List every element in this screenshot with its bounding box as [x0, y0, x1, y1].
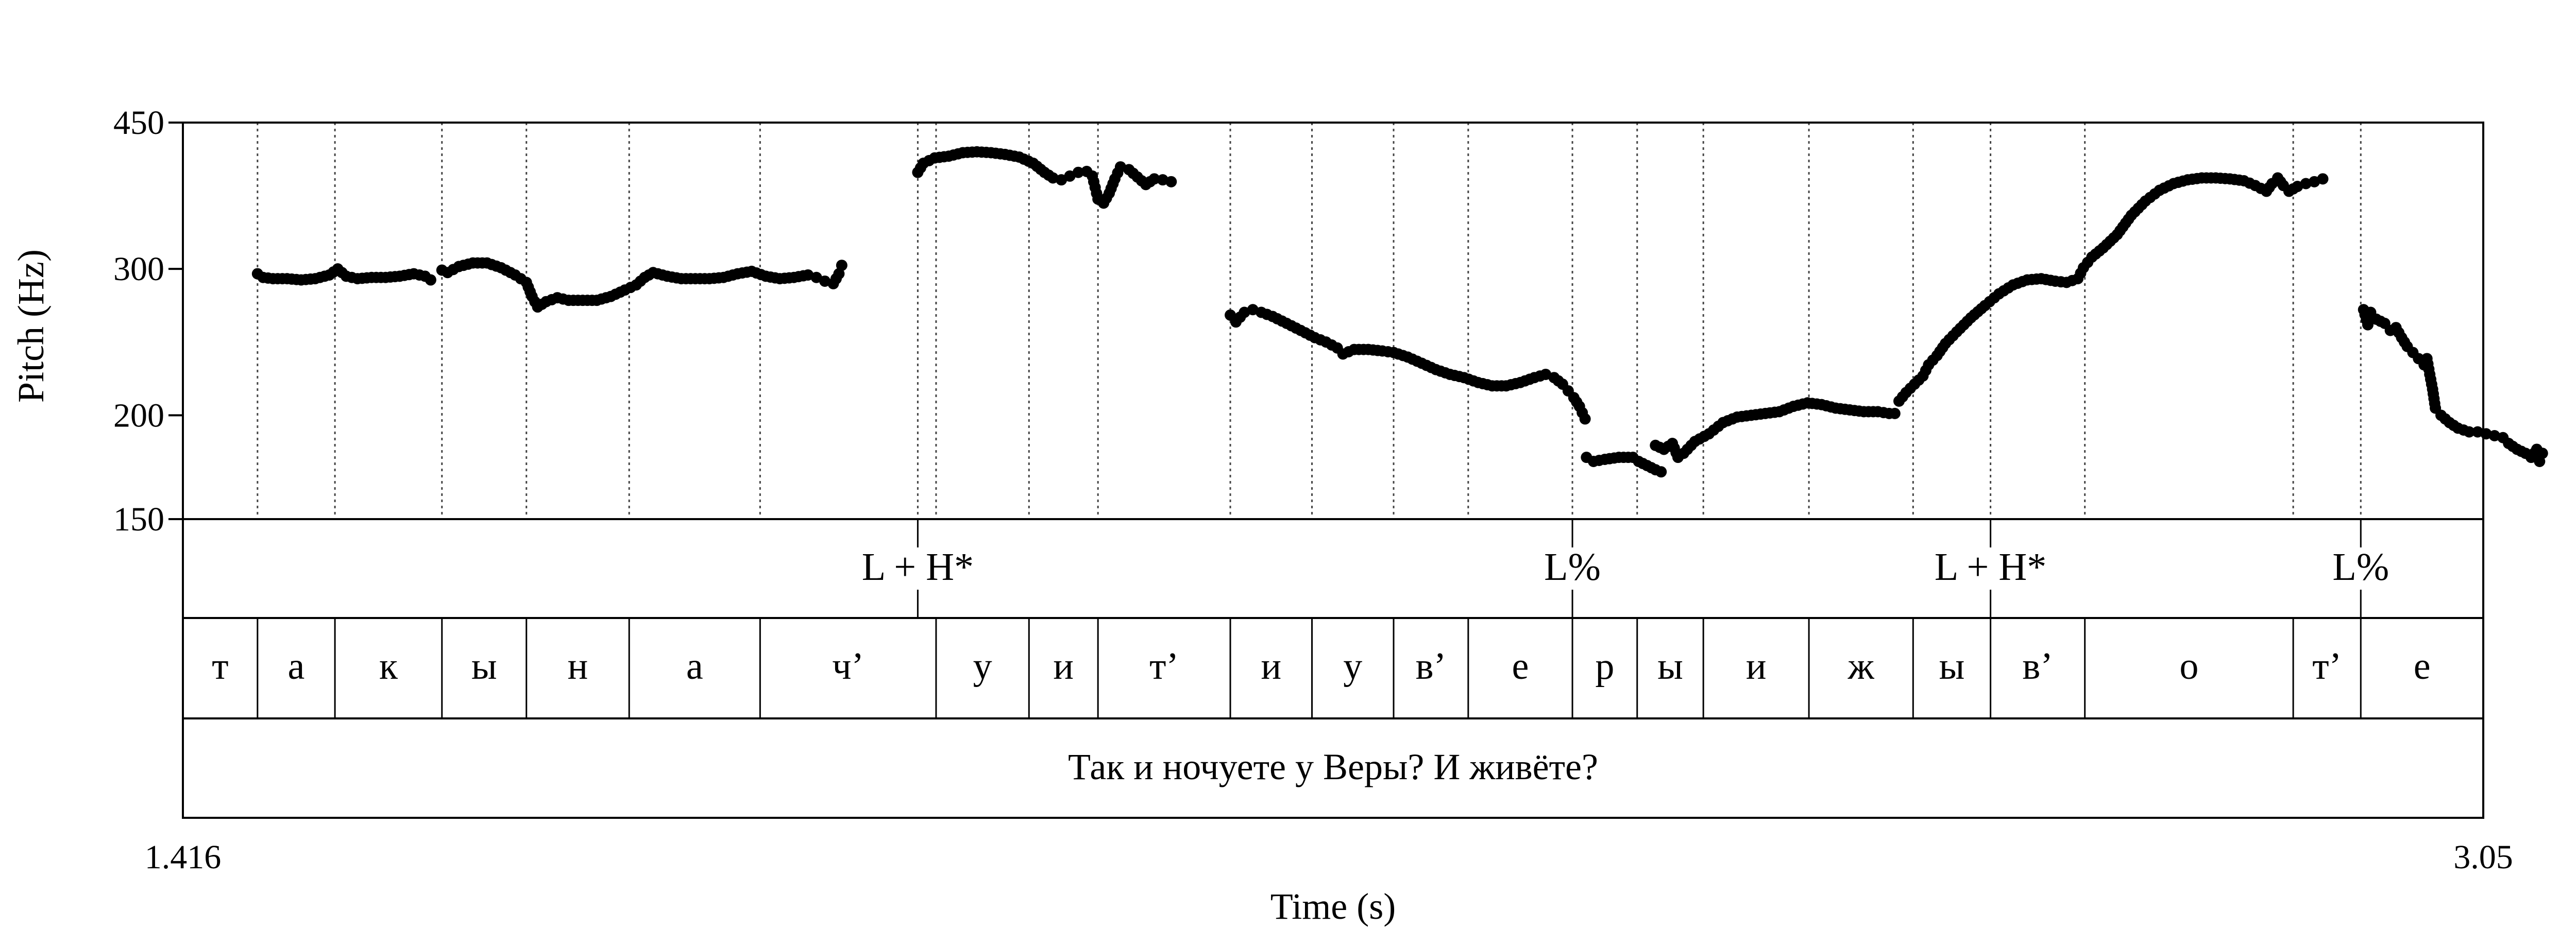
pitch-point — [2488, 430, 2500, 442]
segment-label: и — [1746, 645, 1767, 688]
segment-label: т’ — [2312, 645, 2342, 688]
figure-frame — [182, 122, 2484, 819]
pitch-point — [1655, 466, 1667, 478]
y-tick-label: 200 — [113, 397, 164, 434]
segment-label: т — [212, 645, 228, 688]
y-axis-ticks: 150 200 300 450 — [113, 104, 183, 538]
segment-label: ы — [1939, 645, 1965, 688]
tone-tier: L + H* L% L + H* L% — [862, 545, 2389, 589]
pitch-point — [2536, 448, 2548, 459]
segment-label: е — [2414, 645, 2431, 688]
tone-label: L% — [2332, 545, 2389, 589]
pitch-points — [251, 146, 2548, 478]
segment-label: н — [568, 645, 588, 688]
pitch-point — [425, 274, 436, 286]
segment-label: и — [1053, 645, 1074, 688]
x-axis-end-label: 3.05 — [2453, 838, 2513, 876]
segment-tier: т а к ы н а ч’ у и т’ и у в’ е р ы и ж ы в’ о т’ е — [212, 618, 2431, 718]
segment-label: а — [686, 645, 703, 688]
pitch-point — [1157, 174, 1168, 186]
segment-label: и — [1261, 645, 1281, 688]
segment-label: к — [379, 645, 398, 688]
segment-label: в’ — [2022, 645, 2053, 688]
segment-label: р — [1595, 645, 1614, 688]
pitch-point — [2300, 178, 2312, 190]
segment-label: а — [288, 645, 305, 688]
pitch-point — [1148, 173, 1160, 185]
segment-label: у — [973, 645, 992, 688]
y-axis-title: Pitch (Hz) — [10, 249, 52, 403]
pitch-point — [1579, 413, 1591, 425]
y-tick-label: 300 — [113, 250, 164, 288]
pitch-point — [1056, 174, 1067, 186]
segment-label: у — [1343, 645, 1362, 688]
tone-label: L + H* — [1935, 545, 2046, 589]
segment-label: о — [2179, 645, 2198, 688]
pitch-point — [2317, 173, 2329, 185]
segment-label: в’ — [1416, 645, 1447, 688]
y-tick-label: 150 — [113, 501, 164, 538]
segment-label: ы — [471, 645, 497, 688]
x-axis-start-label: 1.416 — [145, 838, 222, 876]
x-axis-title: Time (s) — [1270, 886, 1396, 927]
pitch-point — [810, 271, 822, 283]
pitch-point — [1064, 170, 1076, 182]
segment-label: ы — [1657, 645, 1683, 688]
segment-label: ж — [1848, 645, 1875, 688]
tone-label: L + H* — [862, 545, 974, 589]
pitch-point — [1889, 407, 1901, 419]
pitch-point — [1047, 172, 1059, 184]
segment-label: е — [1512, 645, 1529, 688]
pitch-point — [2463, 426, 2475, 438]
segment-label: т’ — [1149, 645, 1179, 688]
pitch-point — [1072, 166, 1084, 178]
segment-boundary-lines — [257, 123, 2362, 718]
tone-label: L% — [1544, 545, 1601, 589]
pitch-point — [1165, 176, 1177, 187]
pitch-point — [836, 260, 848, 271]
sentence-label: Так и ночуете у Веры? И живёте? — [1068, 746, 1598, 787]
outer-frame — [182, 122, 2484, 819]
y-tick-label: 450 — [113, 104, 164, 142]
segment-label: ч’ — [832, 645, 864, 688]
pitch-point — [2472, 426, 2484, 438]
